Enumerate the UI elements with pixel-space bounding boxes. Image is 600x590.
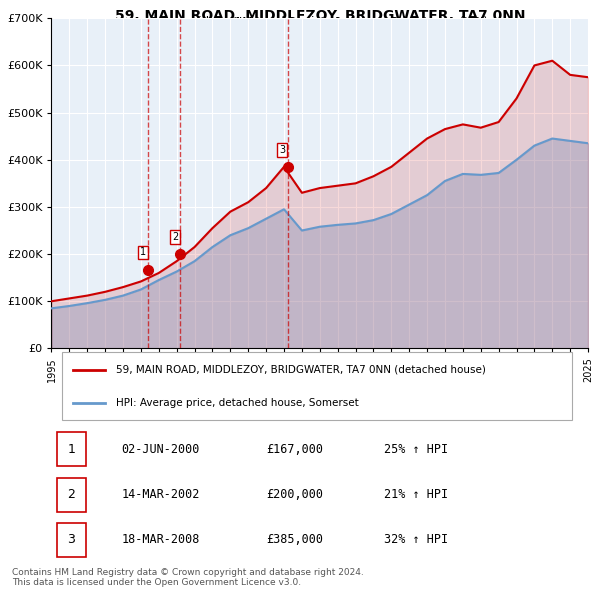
FancyBboxPatch shape [57,523,86,557]
Text: 18-MAR-2008: 18-MAR-2008 [121,533,200,546]
Text: £385,000: £385,000 [266,533,323,546]
FancyBboxPatch shape [62,352,572,420]
FancyBboxPatch shape [57,432,86,466]
Text: 21% ↑ HPI: 21% ↑ HPI [384,488,448,501]
Text: 14-MAR-2002: 14-MAR-2002 [121,488,200,501]
Text: £200,000: £200,000 [266,488,323,501]
Text: 3: 3 [280,145,286,155]
Text: 2: 2 [172,232,178,242]
Text: 1: 1 [67,443,75,456]
Text: 3: 3 [67,533,75,546]
FancyBboxPatch shape [57,478,86,512]
Text: Price paid vs. HM Land Registry's House Price Index (HPI): Price paid vs. HM Land Registry's House … [151,16,488,29]
Text: £167,000: £167,000 [266,443,323,456]
Text: 32% ↑ HPI: 32% ↑ HPI [384,533,448,546]
Text: 59, MAIN ROAD, MIDDLEZOY, BRIDGWATER, TA7 0NN (detached house): 59, MAIN ROAD, MIDDLEZOY, BRIDGWATER, TA… [116,365,486,375]
Text: 25% ↑ HPI: 25% ↑ HPI [384,443,448,456]
Text: Contains HM Land Registry data © Crown copyright and database right 2024.
This d: Contains HM Land Registry data © Crown c… [12,568,364,587]
Text: 59, MAIN ROAD, MIDDLEZOY, BRIDGWATER, TA7 0NN: 59, MAIN ROAD, MIDDLEZOY, BRIDGWATER, TA… [115,9,525,22]
Text: HPI: Average price, detached house, Somerset: HPI: Average price, detached house, Some… [116,398,359,408]
Text: 2: 2 [67,488,75,501]
Text: 02-JUN-2000: 02-JUN-2000 [121,443,200,456]
Text: 1: 1 [140,247,146,257]
